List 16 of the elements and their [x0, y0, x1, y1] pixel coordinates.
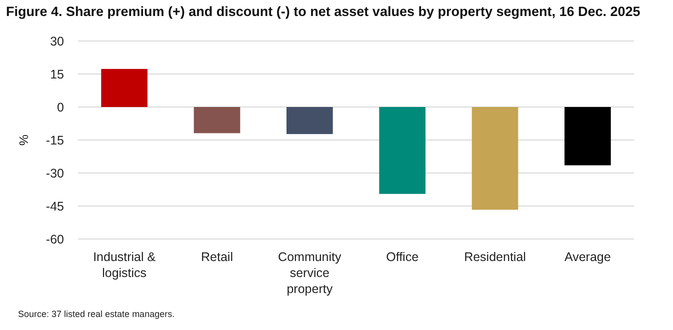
y-axis-title: % [17, 134, 31, 146]
x-tick-label: Retail [201, 250, 233, 264]
x-tick-label: Average [564, 250, 611, 264]
x-tick-label: Residential [464, 250, 526, 264]
y-tick-label: 30 [50, 34, 64, 48]
source-note: Source: 37 listed real estate managers. [18, 309, 175, 319]
x-tick-label: Office [386, 250, 419, 264]
y-tick-label: -45 [46, 199, 64, 214]
x-tick-label: Community service property [278, 250, 342, 296]
y-tick-label: -15 [46, 133, 64, 148]
x-tick-label: Industrial & logistics [93, 250, 156, 280]
y-tick-label: -60 [46, 232, 64, 246]
y-tick-label: 15 [50, 67, 64, 82]
chart-title: Figure 4. Share premium (+) and discount (-) to net asset values by property segment, 16 Dec. 2025 [6, 4, 641, 19]
y-tick-label: -30 [46, 166, 64, 180]
y-tick-label: 0 [57, 100, 64, 114]
